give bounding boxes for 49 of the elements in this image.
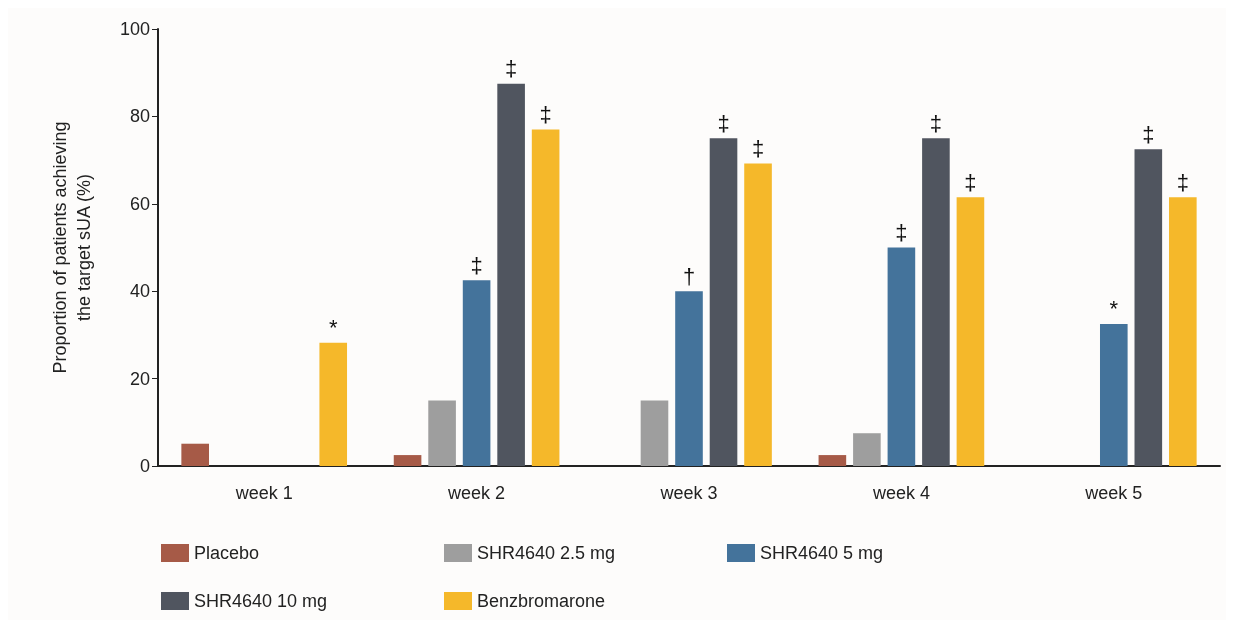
bar — [531, 129, 560, 466]
bar — [675, 291, 703, 466]
x-tick-label: week 5 — [1084, 483, 1143, 503]
bar — [1169, 197, 1197, 466]
y-axis-title: Proportion of patients achieving the target sUA (%) — [50, 121, 94, 374]
data-label: ‡ — [1142, 121, 1155, 147]
bar — [744, 163, 772, 466]
bar — [956, 197, 985, 466]
bar — [818, 455, 847, 466]
y-tick-label: 0 — [139, 456, 150, 476]
x-tick-label: week 2 — [447, 483, 506, 503]
y-tick-label: 40 — [129, 281, 150, 302]
legend-label: SHR4640 10 mg — [194, 591, 328, 611]
bar — [853, 433, 881, 466]
x-tick-label: week 1 — [234, 483, 293, 503]
data-label: ‡ — [1176, 169, 1189, 195]
bar — [640, 400, 669, 466]
y-tick-label: 100 — [119, 19, 150, 39]
data-label: * — [328, 315, 338, 341]
y-tick-label: 80 — [129, 106, 150, 127]
bar — [887, 247, 916, 466]
bar — [1099, 323, 1128, 466]
x-tick-label: week 4 — [871, 483, 930, 503]
legend-label: Benzbromarone — [477, 591, 606, 611]
x-tick-label: week 3 — [659, 483, 718, 503]
bar — [428, 400, 456, 466]
bar — [709, 138, 738, 466]
bar — [181, 443, 209, 466]
bar — [462, 280, 491, 466]
bar — [1134, 149, 1163, 466]
data-label: * — [1109, 296, 1119, 322]
bar — [922, 138, 950, 466]
data-label: ‡ — [539, 102, 552, 128]
data-label: ‡ — [717, 110, 730, 136]
legend-label: Placebo — [194, 543, 260, 563]
bar — [393, 455, 422, 466]
y-tick-label: 60 — [129, 193, 150, 214]
data-label: ‡ — [504, 56, 518, 82]
data-label: ‡ — [895, 220, 908, 245]
data-label: † — [682, 263, 696, 289]
data-label: ‡ — [964, 169, 977, 195]
data-label: ‡ — [929, 110, 943, 136]
data-label: ‡ — [751, 136, 765, 162]
bar — [497, 83, 525, 466]
legend-label: SHR4640 2.5 mg — [477, 543, 616, 563]
y-tick-label: 20 — [129, 368, 150, 389]
data-label: ‡ — [470, 252, 483, 278]
bar — [319, 342, 348, 466]
legend-label: SHR4640 5 mg — [760, 543, 884, 563]
